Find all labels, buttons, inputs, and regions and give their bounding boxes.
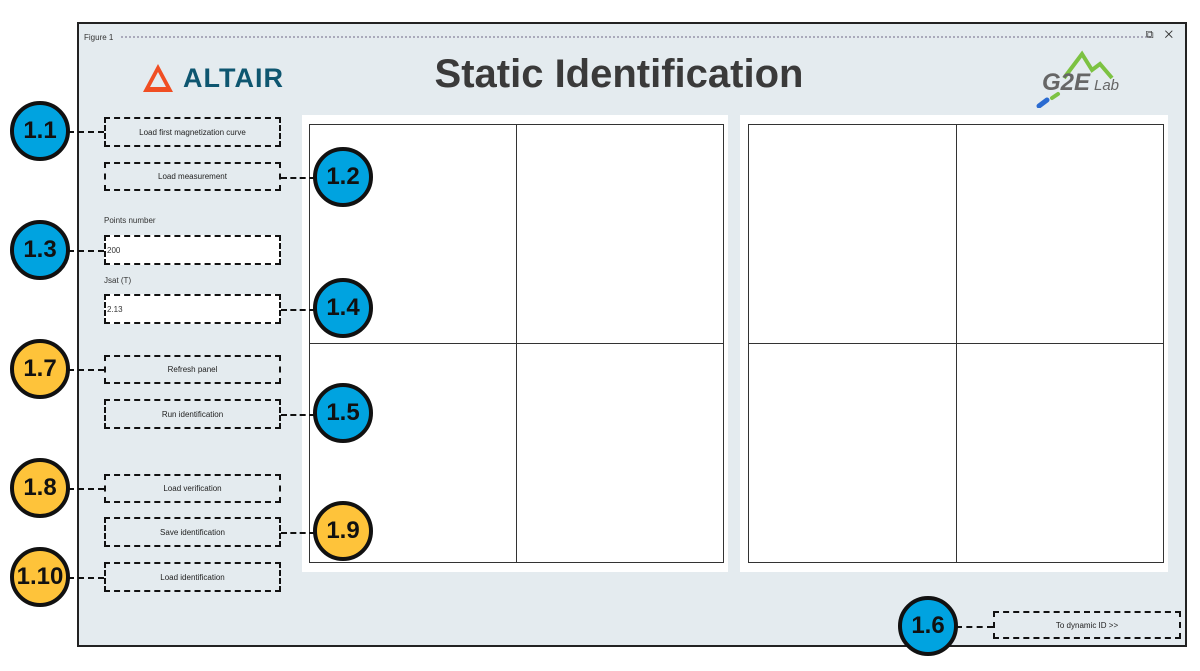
plot-panel-left bbox=[302, 115, 728, 572]
load-identification-button[interactable]: Load identification bbox=[104, 562, 281, 592]
plot-panel-right bbox=[740, 115, 1168, 572]
figure-label: Figure 1 bbox=[84, 33, 114, 42]
badge-1-7: 1.7 bbox=[10, 339, 70, 399]
window-controls[interactable]: ⧉ ✕ bbox=[1145, 29, 1177, 41]
plot-grid-right bbox=[748, 124, 1164, 563]
save-identification-button[interactable]: Save identification bbox=[104, 517, 281, 547]
svg-text:G2E: G2E bbox=[1042, 69, 1091, 96]
badge-1-9: 1.9 bbox=[313, 501, 373, 561]
run-identification-button[interactable]: Run identification bbox=[104, 399, 281, 429]
load-measurement-button[interactable]: Load measurement bbox=[104, 162, 281, 191]
jsat-input[interactable]: 2.13 bbox=[104, 294, 281, 324]
load-verification-button[interactable]: Load verification bbox=[104, 474, 281, 503]
points-number-label: Points number bbox=[104, 216, 156, 225]
badge-1-1: 1.1 bbox=[10, 101, 70, 161]
points-number-input[interactable]: 200 bbox=[104, 235, 281, 265]
g2elab-logo: G2E Lab bbox=[1034, 48, 1134, 109]
load-first-magnetization-button[interactable]: Load first magnetization curve bbox=[104, 117, 281, 147]
badge-1-2: 1.2 bbox=[313, 147, 373, 207]
badge-1-5: 1.5 bbox=[313, 383, 373, 443]
badge-1-8: 1.8 bbox=[10, 458, 70, 518]
plot-grid-left bbox=[309, 124, 724, 563]
altair-logo: ALTAIR bbox=[141, 62, 284, 94]
to-dynamic-id-button[interactable]: To dynamic ID >> bbox=[993, 611, 1181, 639]
toolbar-grip[interactable] bbox=[121, 36, 1151, 40]
badge-1-4: 1.4 bbox=[313, 278, 373, 338]
badge-1-10: 1.10 bbox=[10, 547, 70, 607]
svg-text:Lab: Lab bbox=[1094, 77, 1119, 94]
altair-triangle-icon bbox=[143, 64, 173, 92]
badge-1-3: 1.3 bbox=[10, 220, 70, 280]
altair-wordmark: ALTAIR bbox=[183, 62, 284, 93]
jsat-label: Jsat (T) bbox=[104, 276, 132, 285]
refresh-panel-button[interactable]: Refresh panel bbox=[104, 355, 281, 384]
page-title: Static Identification bbox=[434, 52, 804, 96]
badge-1-6: 1.6 bbox=[898, 596, 958, 656]
